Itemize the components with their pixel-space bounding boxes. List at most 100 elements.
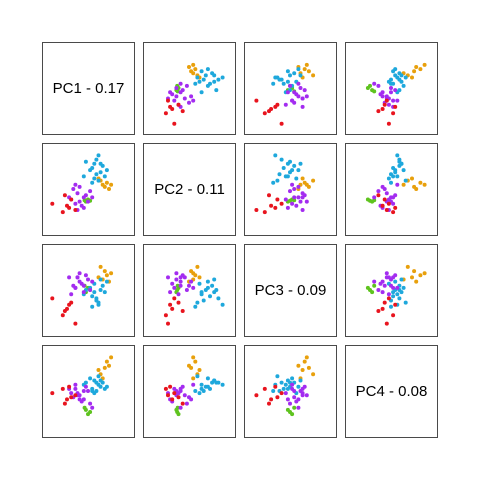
panel-frame xyxy=(143,244,236,337)
data-point-red xyxy=(380,203,385,208)
data-point-blue xyxy=(275,75,280,80)
data-point-red xyxy=(273,104,278,109)
data-point-purple xyxy=(180,88,185,93)
data-point-blue xyxy=(102,174,107,179)
data-point-blue xyxy=(96,178,101,183)
data-point-purple xyxy=(77,184,82,189)
data-point-purple xyxy=(294,203,299,208)
data-point-orange xyxy=(193,67,198,72)
panel-pc3-pc1 xyxy=(42,244,135,337)
data-point-red xyxy=(384,321,389,326)
data-point-blue xyxy=(220,302,225,307)
data-point-orange xyxy=(187,363,191,368)
panel-pc1-pc1: PC1 - 0.17 xyxy=(42,42,135,135)
data-point-purple xyxy=(296,184,301,189)
data-point-purple xyxy=(191,98,196,103)
data-point-orange xyxy=(414,187,419,191)
data-point-blue xyxy=(104,279,109,284)
data-point-purple xyxy=(384,271,389,276)
data-point-blue xyxy=(193,304,198,309)
data-point-purple xyxy=(296,195,301,200)
data-point-red xyxy=(391,210,396,215)
data-point-red xyxy=(176,395,181,400)
data-point-green xyxy=(368,83,372,88)
data-point-purple xyxy=(296,405,301,410)
panel-pc4-pc4: PC4 - 0.08 xyxy=(345,345,438,438)
data-point-blue xyxy=(92,378,97,383)
data-point-blue xyxy=(399,277,404,282)
data-point-red xyxy=(172,121,177,126)
data-point-red xyxy=(180,309,185,313)
data-point-purple xyxy=(172,285,177,290)
data-point-blue xyxy=(90,304,95,309)
data-point-blue xyxy=(98,384,103,389)
data-point-red xyxy=(380,306,385,311)
data-point-purple xyxy=(302,88,307,93)
data-point-blue xyxy=(98,170,103,175)
data-point-purple xyxy=(376,83,381,88)
data-point-blue xyxy=(195,300,200,305)
data-point-purple xyxy=(395,98,400,103)
data-point-blue xyxy=(208,294,212,299)
data-point-blue xyxy=(389,180,393,185)
data-point-blue xyxy=(290,168,295,173)
data-point-blue xyxy=(281,81,286,86)
data-point-red xyxy=(393,104,398,109)
data-point-purple xyxy=(81,290,86,295)
data-point-purple xyxy=(90,405,95,410)
data-point-orange xyxy=(191,376,196,381)
data-point-purple xyxy=(81,389,86,393)
panel-pc1-pc2 xyxy=(143,42,236,135)
panel-pc2-pc2: PC2 - 0.11 xyxy=(143,143,236,236)
data-point-orange xyxy=(98,264,103,269)
data-point-orange xyxy=(410,176,414,181)
data-point-green xyxy=(175,288,180,292)
data-point-blue xyxy=(296,384,301,389)
data-point-red xyxy=(50,296,55,301)
data-point-blue xyxy=(203,73,208,78)
data-point-red xyxy=(50,201,55,206)
data-point-purple xyxy=(81,397,86,402)
data-point-red xyxy=(60,313,65,318)
data-point-orange xyxy=(187,65,191,69)
data-point-purple xyxy=(166,275,170,280)
data-point-blue xyxy=(275,178,280,183)
data-point-purple xyxy=(283,102,288,107)
data-point-red xyxy=(391,313,396,318)
data-point-purple xyxy=(182,96,187,101)
data-point-red xyxy=(172,391,177,396)
data-point-purple xyxy=(178,275,183,280)
data-point-purple xyxy=(184,288,189,292)
data-point-blue xyxy=(271,389,276,393)
data-point-purple xyxy=(73,386,78,391)
data-point-red xyxy=(166,321,170,326)
data-point-blue xyxy=(201,298,206,303)
data-point-blue xyxy=(298,73,303,78)
data-point-orange xyxy=(109,271,114,276)
data-point-purple xyxy=(174,271,179,276)
data-point-blue xyxy=(393,73,398,78)
data-point-purple xyxy=(79,281,84,286)
data-point-red xyxy=(254,393,259,398)
data-point-green xyxy=(88,410,93,414)
data-point-blue xyxy=(391,174,396,179)
data-point-blue xyxy=(90,389,95,393)
data-point-blue xyxy=(281,166,286,170)
data-point-red xyxy=(376,193,381,198)
data-point-orange xyxy=(306,69,311,74)
data-point-purple xyxy=(372,195,377,200)
data-point-blue xyxy=(83,380,88,385)
data-point-purple xyxy=(90,279,95,284)
data-point-blue xyxy=(281,386,286,391)
data-point-blue xyxy=(96,374,101,379)
data-point-red xyxy=(382,197,387,202)
diagonal-label-pc3: PC3 - 0.09 xyxy=(255,282,327,299)
data-point-purple xyxy=(285,90,290,95)
data-point-blue xyxy=(212,378,217,383)
data-point-red xyxy=(391,111,396,116)
data-point-red xyxy=(382,102,387,107)
data-point-red xyxy=(176,102,181,107)
data-point-blue xyxy=(81,174,86,179)
data-point-purple xyxy=(178,283,183,288)
data-point-purple xyxy=(304,94,309,99)
